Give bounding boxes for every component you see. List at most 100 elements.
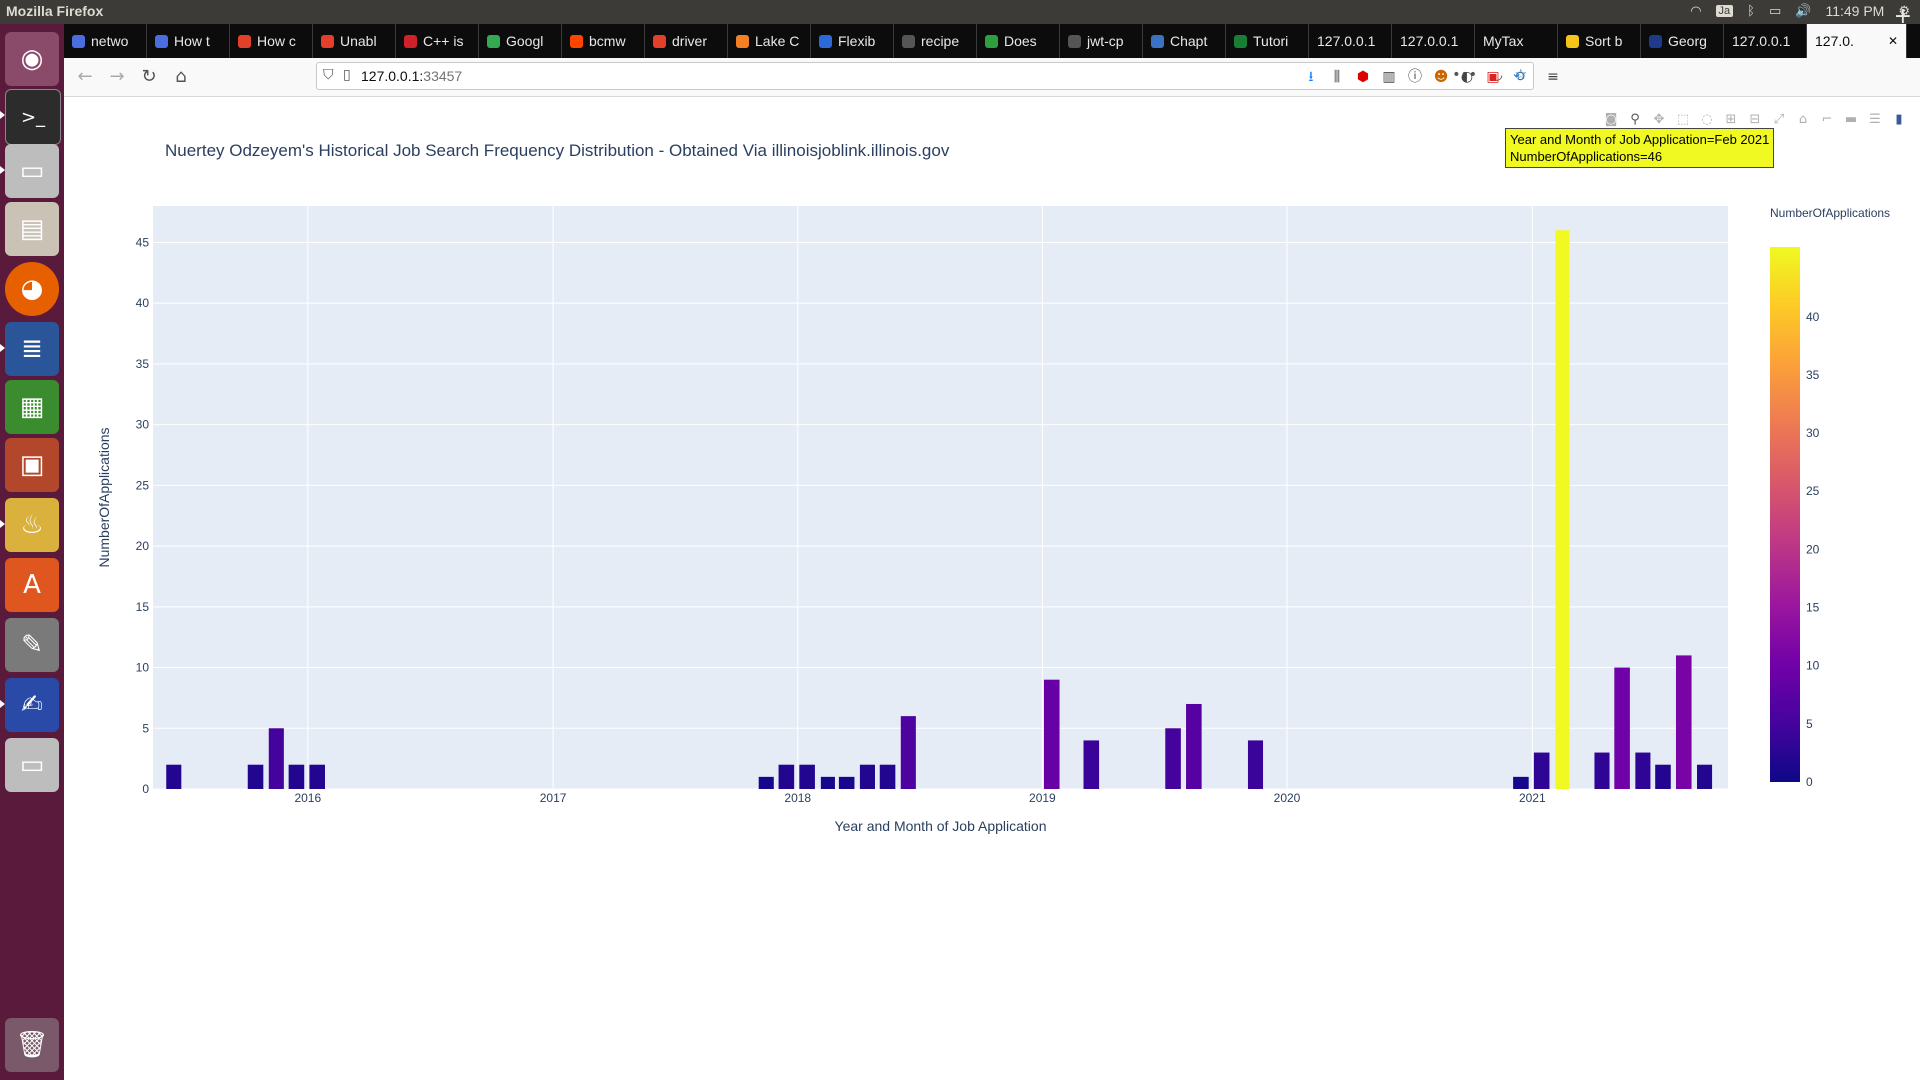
bluetooth-icon[interactable]: ᛒ	[1747, 3, 1755, 19]
browser-tab[interactable]: Lake C	[728, 24, 811, 58]
keyboard-layout-indicator[interactable]: Ja	[1715, 5, 1734, 17]
browser-tab[interactable]: bcmw	[562, 24, 645, 58]
colorbar[interactable]	[1770, 247, 1800, 782]
clock[interactable]: 11:49 PM	[1825, 3, 1885, 19]
disk-drive-2-icon[interactable]: ▭	[5, 738, 59, 792]
hover-closest-icon[interactable]: ▬	[1844, 112, 1858, 127]
wifi-icon[interactable]: ◠	[1690, 3, 1702, 19]
bar[interactable]	[1614, 667, 1630, 789]
bar[interactable]	[288, 764, 305, 789]
extension-mask-icon[interactable]: ◐	[1460, 69, 1474, 85]
reset-axes-icon[interactable]: ⌂	[1798, 112, 1808, 127]
bar[interactable]	[1655, 764, 1671, 789]
browser-tab[interactable]: 127.0.0.1	[1392, 24, 1475, 58]
browser-tab[interactable]: 127.0.0.1	[1309, 24, 1392, 58]
sidebar-toggle-icon[interactable]: ▥	[1382, 69, 1396, 85]
url-bar[interactable]: ⛉ ▯ 127.0.0.1:33457 ••• ◡ ☆	[316, 62, 1534, 90]
bar[interactable]	[1533, 752, 1550, 789]
bar[interactable]	[778, 764, 795, 789]
close-tab-icon[interactable]: ✕	[1887, 34, 1898, 48]
browser-tab[interactable]: Flexib	[811, 24, 894, 58]
bar[interactable]	[758, 776, 774, 789]
browser-tab[interactable]: Tutori	[1226, 24, 1309, 58]
teapot-app-icon[interactable]: ♨	[5, 498, 59, 552]
reload-icon[interactable]: ↻	[141, 66, 157, 87]
library-icon[interactable]: ⫼	[1333, 69, 1341, 85]
browser-tab[interactable]: Georg	[1641, 24, 1724, 58]
gimp-icon[interactable]: ✍	[5, 678, 59, 732]
bar[interactable]	[1594, 752, 1610, 789]
bar[interactable]	[879, 764, 896, 789]
system-tools-icon[interactable]: ✎	[5, 618, 59, 672]
spike-lines-icon[interactable]: ⌐	[1821, 112, 1833, 127]
bar[interactable]	[1165, 728, 1181, 789]
zoom-out-icon[interactable]: ⊟	[1749, 112, 1761, 127]
menu-hamburger-icon[interactable]: ≡	[1547, 69, 1559, 85]
bar[interactable]	[1043, 679, 1060, 789]
bar[interactable]	[900, 716, 916, 789]
info-icon[interactable]: ⓘ	[1408, 69, 1422, 85]
autoscale-icon[interactable]: ⤢	[1773, 112, 1785, 127]
lasso-select-icon[interactable]: ◌	[1701, 112, 1713, 127]
browser-tab[interactable]: Sort b	[1558, 24, 1641, 58]
extension-capture-icon[interactable]: ▣	[1486, 69, 1500, 85]
camera-icon[interactable]: ◙	[1604, 112, 1618, 127]
browser-tab[interactable]: MyTax	[1475, 24, 1558, 58]
back-icon[interactable]: ←	[77, 66, 93, 87]
file-manager-icon[interactable]: ▤	[5, 202, 59, 256]
adblock-icon[interactable]: ⬢	[1356, 69, 1370, 85]
bar[interactable]	[820, 776, 835, 789]
pocket-icon[interactable]: ◡	[1490, 67, 1503, 83]
browser-tab[interactable]: 127.0.0.1	[1724, 24, 1807, 58]
browser-tab[interactable]: How t	[147, 24, 230, 58]
settings-gear-icon[interactable]: ⚙	[1898, 3, 1910, 19]
bar[interactable]	[838, 776, 855, 789]
pan-icon[interactable]: ✥	[1653, 112, 1665, 127]
bar[interactable]	[1186, 703, 1202, 789]
downloads-icon[interactable]: ⭳	[1308, 69, 1314, 85]
browser-tab[interactable]: jwt-cp	[1060, 24, 1143, 58]
impress-presentation-icon[interactable]: ▣	[5, 438, 59, 492]
battery-icon[interactable]: ▭	[1768, 3, 1782, 19]
extension-sync-icon[interactable]: ⟲	[1513, 69, 1525, 85]
browser-tab[interactable]: Unabl	[313, 24, 396, 58]
bar[interactable]	[1697, 764, 1713, 789]
bar[interactable]	[247, 764, 264, 789]
bar[interactable]	[1675, 655, 1692, 789]
bar[interactable]	[166, 764, 182, 789]
calc-spreadsheet-icon[interactable]: ▦	[5, 380, 59, 434]
zoom-icon[interactable]: ⚲	[1630, 112, 1640, 127]
bar[interactable]	[309, 764, 325, 789]
bar[interactable]	[799, 764, 815, 789]
browser-tab[interactable]: Does	[977, 24, 1060, 58]
bar[interactable]	[268, 728, 284, 789]
browser-tab[interactable]: Chapt	[1143, 24, 1226, 58]
bookmark-star-icon[interactable]: ☆	[1514, 67, 1527, 83]
browser-tab[interactable]: 127.0. ✕	[1807, 24, 1907, 58]
volume-icon[interactable]: 🔊	[1795, 3, 1812, 19]
box-select-icon[interactable]: ⬚	[1676, 112, 1690, 127]
page-actions-icon[interactable]: •••	[1452, 67, 1477, 83]
page-info-icon[interactable]: ▯	[343, 67, 351, 83]
bar[interactable]	[1513, 776, 1529, 789]
plot-area[interactable]	[153, 206, 1728, 789]
bar[interactable]	[1247, 740, 1264, 789]
extension-monkey-icon[interactable]: ☻	[1433, 69, 1449, 85]
browser-tab[interactable]: C++ is	[396, 24, 479, 58]
shield-icon[interactable]: ⛉	[323, 67, 334, 83]
browser-tab[interactable]: How c	[230, 24, 313, 58]
forward-icon[interactable]: →	[109, 66, 125, 87]
disk-drive-icon[interactable]: ▭	[5, 144, 59, 198]
writer-icon[interactable]: ≣	[5, 322, 59, 376]
home-icon[interactable]: ⌂	[175, 66, 187, 87]
browser-tab[interactable]: Googl	[479, 24, 562, 58]
browser-tab[interactable]: driver	[645, 24, 728, 58]
url-text[interactable]: 127.0.0.1:33457	[361, 68, 462, 84]
new-tab-icon[interactable]: +	[1893, 4, 1912, 29]
bar[interactable]	[1635, 752, 1651, 789]
trash-icon[interactable]: 🗑	[5, 1018, 59, 1072]
ubuntu-dash-icon[interactable]: ◉	[5, 32, 59, 86]
browser-tab[interactable]: recipe	[894, 24, 977, 58]
bar[interactable]	[1083, 740, 1100, 789]
firefox-icon[interactable]: ◕	[5, 262, 59, 316]
